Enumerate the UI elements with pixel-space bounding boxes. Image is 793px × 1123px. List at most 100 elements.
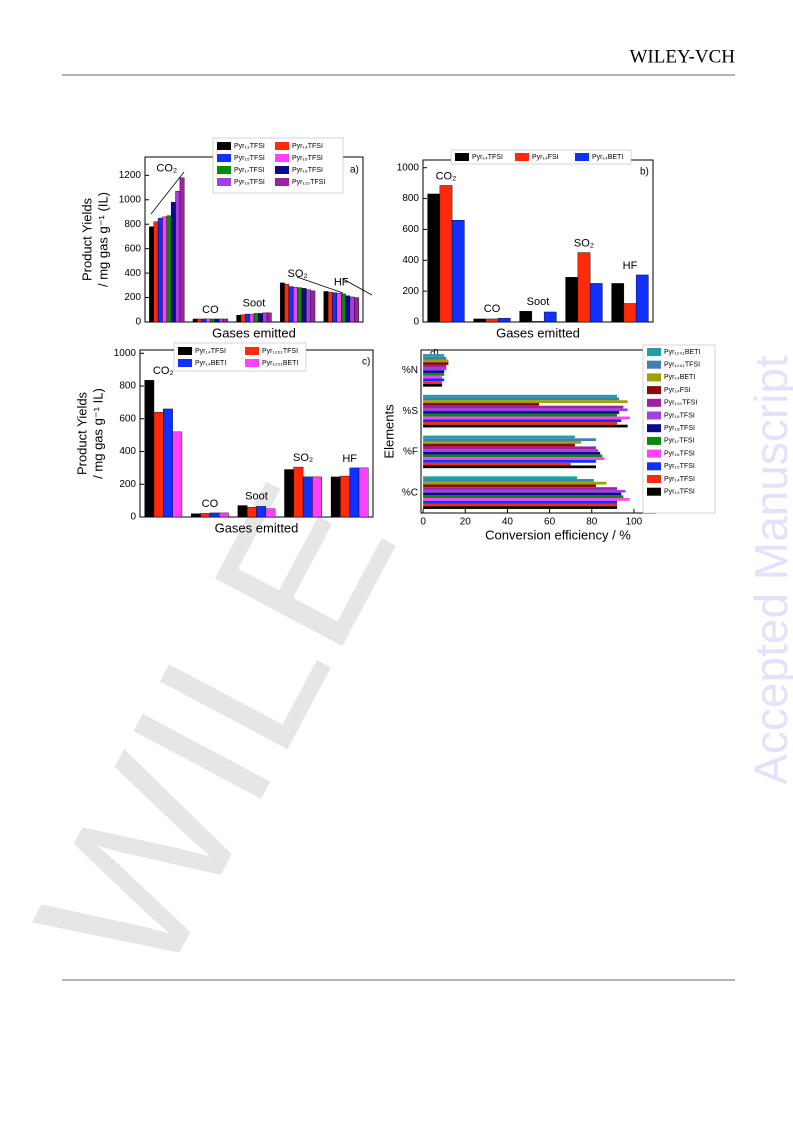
bar	[423, 495, 624, 499]
bar	[153, 412, 164, 518]
legend-swatch	[217, 154, 231, 162]
bar	[288, 286, 294, 323]
legend-swatch	[275, 154, 289, 162]
legend-label: Pyr₁₈TFSI	[292, 167, 323, 174]
legend-swatch	[575, 153, 589, 161]
legend-label: Pyr₁₂₀₁TFSI	[664, 362, 700, 369]
legend-swatch	[647, 411, 661, 420]
bar	[423, 416, 630, 420]
y-tick-label: 0	[130, 512, 136, 523]
bar	[200, 513, 211, 518]
bar	[531, 321, 545, 323]
y-tick-label: 200	[402, 286, 419, 297]
y-tick-label: 800	[124, 219, 141, 230]
bar	[423, 476, 577, 480]
legend-label: Pyr₁₄BETI	[195, 360, 226, 367]
bar	[349, 296, 355, 323]
bar	[451, 219, 465, 323]
bar	[423, 408, 628, 412]
bar	[297, 287, 303, 323]
bar	[423, 362, 449, 365]
x-tick-label: 20	[460, 517, 472, 528]
legend-label: Pyr₁₂₀₁BETI	[664, 349, 700, 356]
bar	[423, 460, 596, 463]
bar	[423, 373, 445, 376]
legend-label: Pyr₁₄FSI	[664, 387, 691, 394]
bar	[327, 291, 333, 323]
panel-label: c)	[362, 357, 370, 368]
bar	[341, 293, 346, 323]
y-category-label: %N	[402, 365, 418, 376]
group-label: Soot	[245, 490, 268, 502]
bar	[423, 419, 622, 422]
bar	[423, 506, 618, 509]
group-label: CO₂	[153, 365, 174, 377]
bar	[323, 291, 329, 323]
legend-swatch	[245, 347, 259, 355]
legend-swatch	[217, 142, 231, 150]
bar	[301, 288, 307, 323]
bar	[423, 367, 447, 371]
bar	[423, 405, 624, 409]
bar	[175, 191, 181, 323]
bar	[249, 313, 255, 323]
side-text: Accepted Manuscript	[745, 355, 793, 785]
bar	[349, 467, 360, 518]
x-axis-label: Conversion efficiency / %	[485, 527, 631, 542]
bar	[240, 314, 246, 323]
bar	[635, 274, 649, 323]
legend-label: Pyr₁₅TFSI	[234, 155, 265, 162]
y-tick-label: 400	[124, 268, 141, 279]
bar	[423, 413, 618, 417]
bar	[423, 462, 571, 466]
bar	[423, 383, 443, 387]
legend-swatch	[647, 398, 661, 407]
y-tick-label: 600	[119, 413, 136, 424]
group-label: CO₂	[156, 163, 177, 175]
bar	[284, 469, 294, 518]
y-axis-label: / mg gas g⁻¹ IL)	[90, 388, 105, 479]
x-tick-label: 60	[544, 517, 556, 528]
legend-label: Pyr₁₉TFSI	[234, 179, 265, 186]
bar	[223, 318, 229, 323]
bar	[423, 487, 618, 490]
bar	[197, 318, 202, 323]
bar	[577, 252, 591, 323]
brand: WILEY-VCH	[629, 46, 735, 67]
bar	[293, 466, 304, 518]
bar	[237, 505, 248, 518]
bar	[423, 397, 620, 401]
bar	[423, 446, 596, 450]
y-tick-label: 200	[124, 292, 141, 303]
legend-label: Pyr₁₁₀TFSI	[664, 400, 697, 407]
legend-swatch	[217, 178, 231, 186]
legend-swatch	[217, 166, 231, 174]
y-category-label: %F	[403, 447, 418, 458]
legend-label: Pyr₁₄FSI	[532, 154, 559, 161]
legend-swatch	[647, 475, 661, 483]
bar	[345, 295, 351, 323]
bar	[423, 498, 630, 501]
y-tick-label: 1000	[119, 194, 142, 205]
group-label: Soot	[243, 298, 266, 310]
bar	[279, 282, 285, 323]
bar	[565, 277, 579, 323]
legend-box	[173, 342, 307, 372]
bar	[358, 467, 369, 518]
legend-label: Pyr₁₇TFSI	[234, 167, 264, 174]
bar	[340, 475, 350, 518]
bar	[262, 312, 268, 323]
bar	[284, 283, 290, 323]
bar	[191, 513, 201, 518]
bar	[157, 217, 163, 323]
bar	[589, 283, 603, 323]
bar	[163, 408, 173, 518]
bar	[236, 315, 242, 323]
group-label: SO₂	[293, 452, 313, 464]
bar	[246, 506, 257, 518]
panel-label: b)	[640, 167, 649, 178]
bar	[423, 457, 605, 461]
y-axis-label: Product Yields	[74, 391, 89, 475]
y-axis-label: / mg gas g⁻¹ (IL)	[95, 192, 110, 287]
y-tick-label: 600	[402, 224, 419, 235]
